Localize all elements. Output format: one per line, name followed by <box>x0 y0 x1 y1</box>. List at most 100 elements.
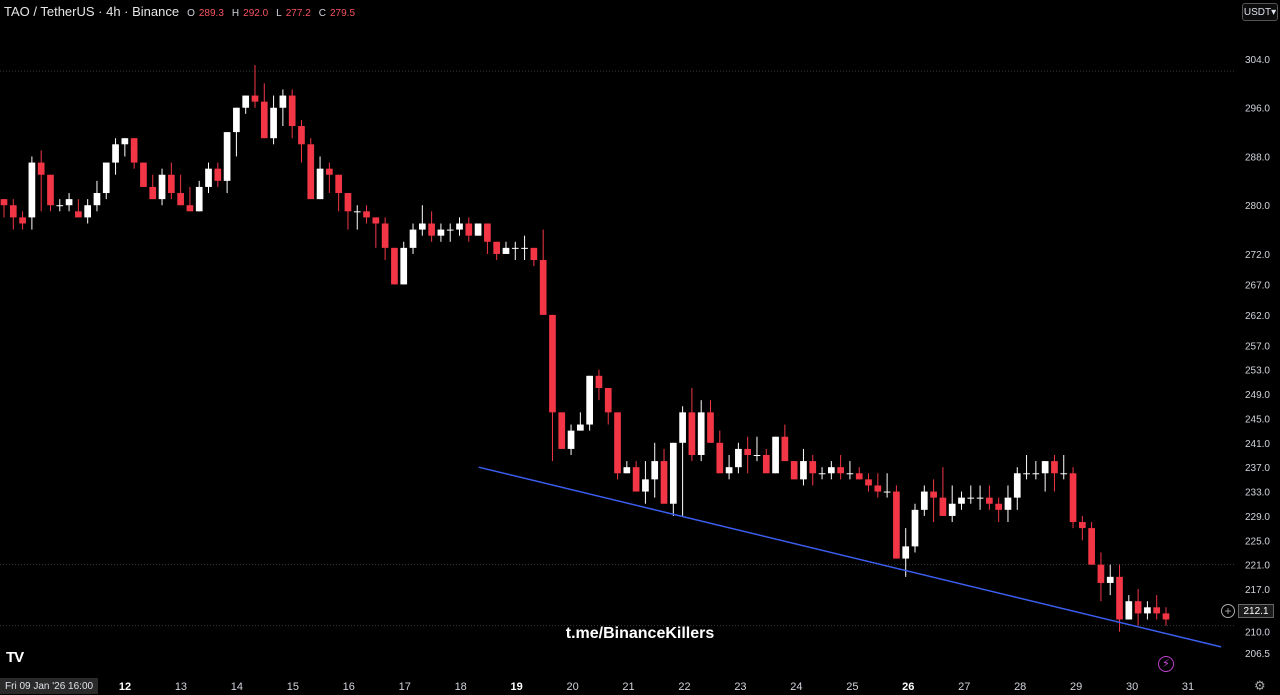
x-tick-label: 22 <box>678 681 690 693</box>
candle-body <box>669 442 677 504</box>
candle-body <box>1125 601 1133 620</box>
high-label: H <box>231 8 240 19</box>
x-tick-label: 18 <box>455 681 467 693</box>
candle-body <box>577 424 584 431</box>
candle-body <box>158 174 166 200</box>
candle-body <box>353 211 361 213</box>
candle-body <box>660 461 668 504</box>
y-tick-label: 267.0 <box>1245 280 1270 291</box>
candle-body <box>790 461 798 480</box>
candle-body <box>679 412 686 443</box>
candle-body <box>130 138 138 163</box>
y-tick-label: 249.0 <box>1245 390 1270 401</box>
chevron-down-icon: ▾ <box>1271 6 1277 18</box>
candle-body <box>288 95 296 127</box>
candle-body <box>1032 473 1040 475</box>
candle-body <box>1051 461 1058 474</box>
x-tick-label: 24 <box>790 681 802 693</box>
y-tick-label: 233.0 <box>1245 488 1270 499</box>
chart-header: TAO / TetherUS · 4h · Binance O 289.3 H 29… <box>4 4 355 19</box>
candle-body <box>372 217 380 224</box>
trendline <box>478 466 1222 648</box>
candle-body <box>1097 564 1105 583</box>
candle-body <box>595 375 603 388</box>
candle-body <box>744 448 752 455</box>
candle-body <box>474 223 482 236</box>
candle-body <box>632 467 640 492</box>
candle-body <box>446 229 454 231</box>
y-tick-label: 221.0 <box>1245 561 1270 572</box>
candle-body <box>1116 576 1123 620</box>
candle-body <box>400 247 408 285</box>
candle-body <box>976 497 984 499</box>
candle-body <box>1060 473 1068 475</box>
x-tick-label: 31 <box>1182 681 1194 693</box>
candle-body <box>604 387 612 413</box>
candle-body <box>1153 607 1161 614</box>
candle-body <box>800 461 807 480</box>
y-tick-label: 237.0 <box>1245 463 1270 474</box>
candle-body <box>298 126 305 145</box>
x-tick-label: 14 <box>231 681 243 693</box>
y-tick-label: 262.0 <box>1245 311 1270 322</box>
open-label: O <box>187 8 195 19</box>
candle-body <box>1004 497 1012 510</box>
x-tick-label: 30 <box>1126 681 1138 693</box>
candle-body <box>391 247 398 285</box>
close-value: 279.5 <box>330 8 356 19</box>
candle-body <box>84 205 92 218</box>
candle-body <box>846 473 854 475</box>
candle-body <box>911 509 919 547</box>
candle-body <box>335 174 343 194</box>
candle-body <box>883 491 891 493</box>
candle-body <box>326 168 333 175</box>
gear-icon[interactable]: ⚙ <box>1254 678 1266 693</box>
candle-body <box>948 503 956 516</box>
candle-body <box>502 247 510 254</box>
currency-label: USDT <box>1243 6 1272 18</box>
symbol-title[interactable]: TAO / TetherUS · 4h · Binance <box>4 4 180 19</box>
x-tick-label: 27 <box>958 681 970 693</box>
crosshair-date-label: Fri 09 Jan '26 16:00 <box>0 678 99 694</box>
candle-body <box>735 448 742 468</box>
plus-icon[interactable]: + <box>1221 604 1235 618</box>
candle-body <box>530 247 538 261</box>
candle-body <box>56 205 64 207</box>
candle-body <box>623 467 631 474</box>
candle-body <box>484 223 491 242</box>
candle-body <box>1023 473 1030 475</box>
y-tick-label: 288.0 <box>1245 152 1270 163</box>
candle-body <box>167 174 175 194</box>
candle-body <box>149 186 157 200</box>
candle-body <box>28 162 36 218</box>
tradingview-logo[interactable]: TV <box>6 649 24 666</box>
y-tick-label: 245.0 <box>1245 414 1270 425</box>
candle-body <box>279 95 287 108</box>
candle-body <box>233 107 240 133</box>
candle-body <box>1078 522 1086 529</box>
candle-body <box>521 247 528 249</box>
candle-body <box>205 168 212 187</box>
candle-body <box>140 162 147 187</box>
y-tick-label: 225.0 <box>1245 536 1270 547</box>
candle-body <box>874 485 882 492</box>
candle-body <box>688 412 696 455</box>
candle-body <box>939 497 947 516</box>
x-tick-label: 26 <box>902 681 914 693</box>
watermark: t.me/BinanceKillers <box>565 625 715 642</box>
y-tick-label: 210.0 <box>1245 628 1270 639</box>
candle-body <box>762 455 770 474</box>
x-tick-label: 16 <box>343 681 355 693</box>
candle-body <box>930 491 937 498</box>
candle-body <box>614 412 621 474</box>
close-label: C <box>318 8 326 19</box>
candle-body <box>827 467 835 474</box>
candle-body <box>865 479 872 486</box>
currency-dropdown[interactable]: USDT ▾ <box>1242 3 1278 21</box>
x-tick-label: 23 <box>734 681 746 693</box>
y-tick-label: 280.0 <box>1245 201 1270 212</box>
lightning-icon[interactable]: ⚡ <box>1158 656 1174 672</box>
candle-body <box>893 491 900 559</box>
candle-body <box>121 138 129 145</box>
